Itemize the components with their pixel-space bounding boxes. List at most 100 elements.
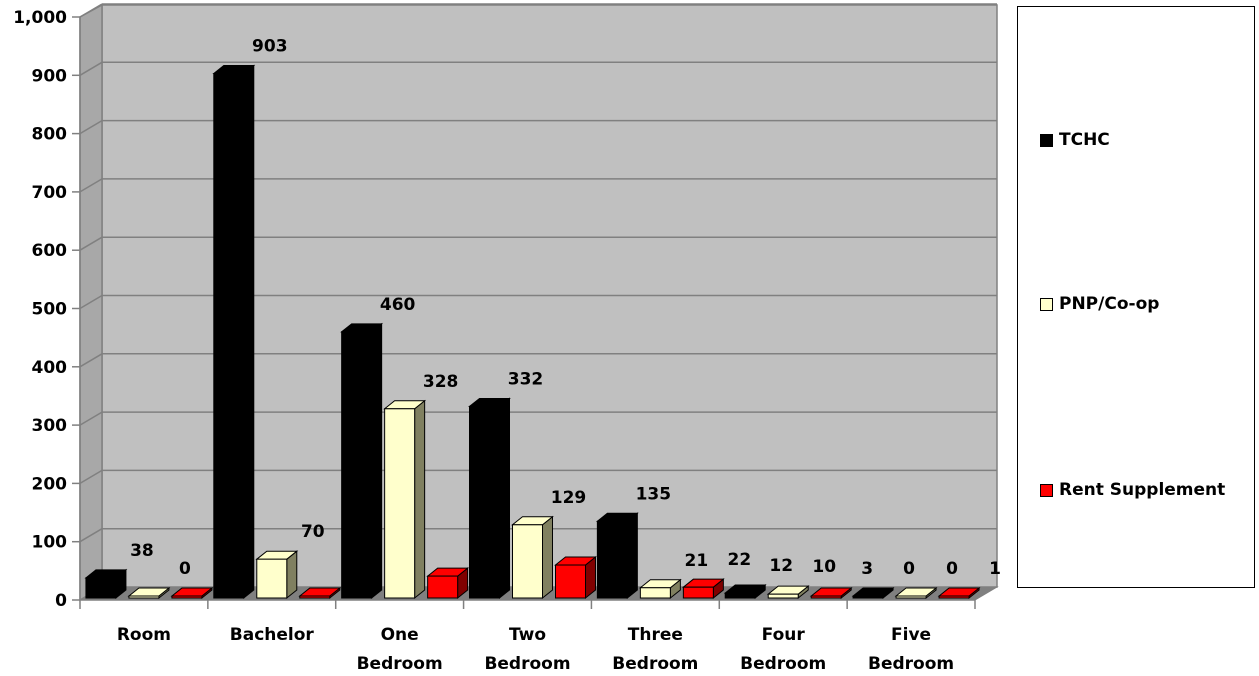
x-tick-label: Four xyxy=(762,625,806,645)
data-label: 0 xyxy=(903,559,915,579)
gridline-side xyxy=(79,178,103,193)
x-tick-label: Bedroom xyxy=(740,654,826,674)
bar-front xyxy=(938,595,970,599)
legend-swatch-tchc xyxy=(1040,133,1053,147)
bar-side xyxy=(499,397,510,600)
legend-label-rent-supplement: Rent Supplement xyxy=(1059,480,1226,500)
bar xyxy=(638,578,682,600)
x-axis: Room Bachelor One Bedroom Two Bedroom Three Bed… xyxy=(79,599,976,674)
x-tick-label: Bachelor xyxy=(230,625,315,645)
bar-front xyxy=(596,520,628,599)
y-tick-label: 600 xyxy=(32,241,68,261)
legend-item-tchc: TCHC xyxy=(1040,130,1110,150)
data-label: 70 xyxy=(301,522,325,542)
x-tick-label: Five xyxy=(891,625,931,645)
y-tick-label: 1,000 xyxy=(13,8,67,28)
y-axis: 0 100 200 300 400 500 600 700 800 900 1,000 xyxy=(13,8,81,611)
gridline-side xyxy=(79,236,103,251)
bar xyxy=(809,586,853,600)
data-label: 41 xyxy=(472,539,496,559)
bar-front xyxy=(895,595,927,599)
bar xyxy=(894,586,938,600)
gridline-side xyxy=(79,61,103,76)
gridline-side xyxy=(79,3,103,18)
bar-front xyxy=(341,331,373,599)
data-label: 129 xyxy=(551,488,587,508)
x-tick-label: Two xyxy=(509,625,546,645)
y-tick-label: 400 xyxy=(32,358,68,378)
gridline-side xyxy=(79,353,103,368)
data-label: 1 xyxy=(989,559,1001,579)
gridline-side xyxy=(79,528,103,543)
legend-swatch-pnp-coop xyxy=(1040,297,1053,311)
legend: TCHC PNP/Co-op Rent Supplement xyxy=(1017,6,1255,588)
data-label: 10 xyxy=(812,557,836,577)
legend-label-pnp-coop: PNP/Co-op xyxy=(1059,294,1160,314)
bar-side xyxy=(243,64,255,600)
bar xyxy=(298,586,342,600)
bar-front xyxy=(724,592,756,599)
gridline-side xyxy=(79,411,103,426)
y-tick-label: 500 xyxy=(32,300,68,320)
data-label: 38 xyxy=(130,541,154,561)
y-tick-label: 700 xyxy=(32,183,68,203)
bar-side xyxy=(414,399,426,600)
data-label: 21 xyxy=(685,551,709,571)
data-label: 0 xyxy=(179,559,191,579)
bar-front xyxy=(128,595,160,599)
bar-front xyxy=(810,595,842,599)
x-tick-label: One xyxy=(381,625,419,645)
data-label: 903 xyxy=(252,37,288,57)
bar xyxy=(426,567,470,600)
bar xyxy=(766,585,810,600)
legend-swatch-rent-supplement xyxy=(1040,483,1053,497)
legend-item-rent-supplement: Rent Supplement xyxy=(1040,480,1225,500)
data-label: 0 xyxy=(946,559,958,579)
bar-side xyxy=(626,512,638,600)
gridline-side xyxy=(79,469,103,485)
legend-item-pnp-coop: PNP/Co-op xyxy=(1040,294,1159,314)
bar-front xyxy=(767,593,799,599)
bar xyxy=(468,397,511,600)
bar-front xyxy=(512,524,543,599)
y-tick-label: 100 xyxy=(32,533,68,553)
gridline-side xyxy=(79,294,103,310)
bar xyxy=(511,515,554,600)
data-label: 328 xyxy=(423,372,459,392)
data-label: 0 xyxy=(222,559,234,579)
bar xyxy=(383,399,427,600)
y-tick-label: 800 xyxy=(32,125,68,145)
data-label: 60 xyxy=(600,528,624,548)
x-tick-label: Bedroom xyxy=(612,654,698,674)
bar-front xyxy=(171,595,203,599)
bars xyxy=(84,64,981,600)
data-label: 22 xyxy=(728,550,752,570)
bar xyxy=(554,555,597,600)
bar-front xyxy=(384,408,416,599)
gridline-side xyxy=(79,119,103,135)
bar xyxy=(681,578,725,600)
bar xyxy=(851,586,895,600)
y-tick-label: 900 xyxy=(32,66,68,86)
x-tick-label: Bedroom xyxy=(484,654,570,674)
bar-front xyxy=(299,595,331,599)
bar xyxy=(127,586,171,600)
bar xyxy=(595,512,639,600)
y-tick-label: 0 xyxy=(55,591,67,611)
y-tick-label: 300 xyxy=(32,416,68,436)
bar-side xyxy=(542,515,553,600)
bar-front xyxy=(469,405,500,599)
data-label: 332 xyxy=(508,369,544,389)
bar xyxy=(723,583,767,600)
bar-side xyxy=(371,322,383,600)
x-tick-label: Room xyxy=(117,625,171,645)
bar-front xyxy=(852,595,884,599)
bar xyxy=(937,586,981,600)
bar xyxy=(170,586,214,600)
bar-front xyxy=(639,587,671,599)
bar-front xyxy=(555,564,586,599)
x-tick-label: Bedroom xyxy=(868,654,954,674)
data-label: 12 xyxy=(769,556,793,576)
bar xyxy=(84,568,128,600)
